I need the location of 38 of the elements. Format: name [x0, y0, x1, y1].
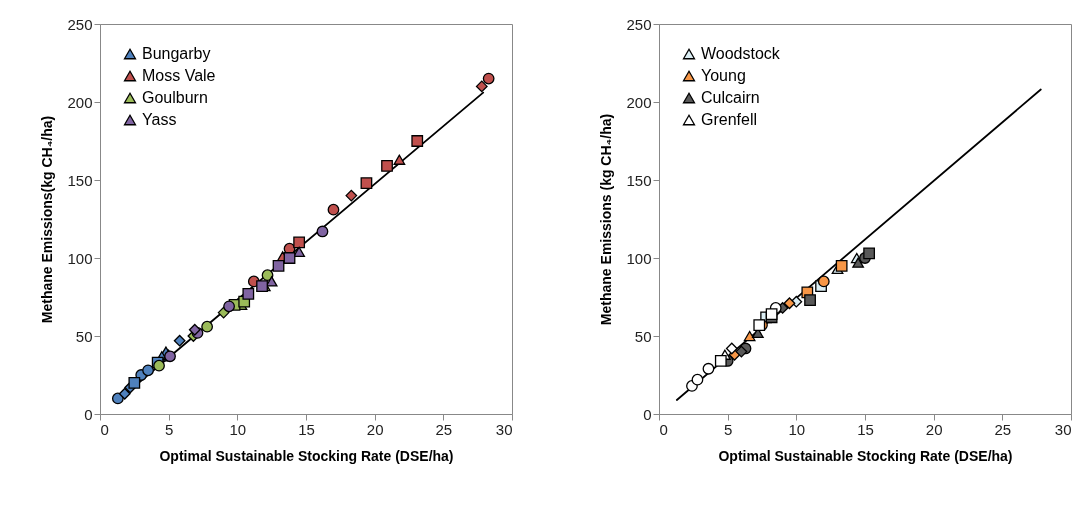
y-tick-label: 150 — [626, 171, 652, 189]
y-axis-title: Methane Emissions(kg CH₄/ha) — [39, 115, 56, 324]
x-tick-label: 15 — [298, 420, 315, 438]
legend-label: Woodstock — [701, 45, 781, 62]
x-tick-label: 10 — [788, 420, 806, 438]
legend-label: Grenfell — [701, 111, 758, 128]
x-tick-label: 0 — [659, 420, 668, 438]
x-tick-label: 25 — [994, 420, 1012, 438]
x-tick-label: 30 — [1054, 420, 1072, 438]
y-tick-label: 250 — [626, 15, 652, 33]
x-tick-label: 20 — [366, 420, 384, 438]
x-tick-label: 5 — [723, 420, 733, 438]
legend-label: Bungarby — [142, 45, 211, 62]
legend-label: Yass — [142, 111, 177, 128]
y-tick-label: 200 — [67, 93, 93, 111]
y-tick-label: 150 — [67, 171, 93, 189]
legend-label: Young — [701, 67, 746, 84]
y-tick-label: 100 — [626, 249, 652, 267]
y-tick-label: 50 — [634, 327, 652, 345]
x-axis-title: Optimal Sustainable Stocking Rate (DSE/ha) — [718, 447, 1013, 464]
x-tick-label: 15 — [857, 420, 874, 438]
y-tick-label: 50 — [75, 327, 93, 345]
legend-label: Moss Vale — [142, 67, 216, 84]
y-tick-label: 0 — [84, 405, 93, 423]
y-axis-title: Methane Emissions (kg CH₄/ha) — [598, 113, 615, 326]
legend-label: Culcairn — [701, 89, 760, 106]
x-axis-title: Optimal Sustainable Stocking Rate (DSE/ha) — [159, 447, 454, 464]
x-tick-label: 0 — [100, 420, 109, 438]
x-tick-label: 5 — [164, 420, 174, 438]
x-tick-label: 10 — [229, 420, 247, 438]
x-tick-label: 30 — [495, 420, 513, 438]
y-tick-label: 0 — [643, 405, 652, 423]
y-tick-label: 250 — [67, 15, 93, 33]
legend-label: Goulburn — [142, 89, 208, 106]
y-tick-label: 200 — [626, 93, 652, 111]
x-tick-label: 25 — [435, 420, 453, 438]
x-tick-label: 20 — [925, 420, 943, 438]
y-tick-label: 100 — [67, 249, 93, 267]
